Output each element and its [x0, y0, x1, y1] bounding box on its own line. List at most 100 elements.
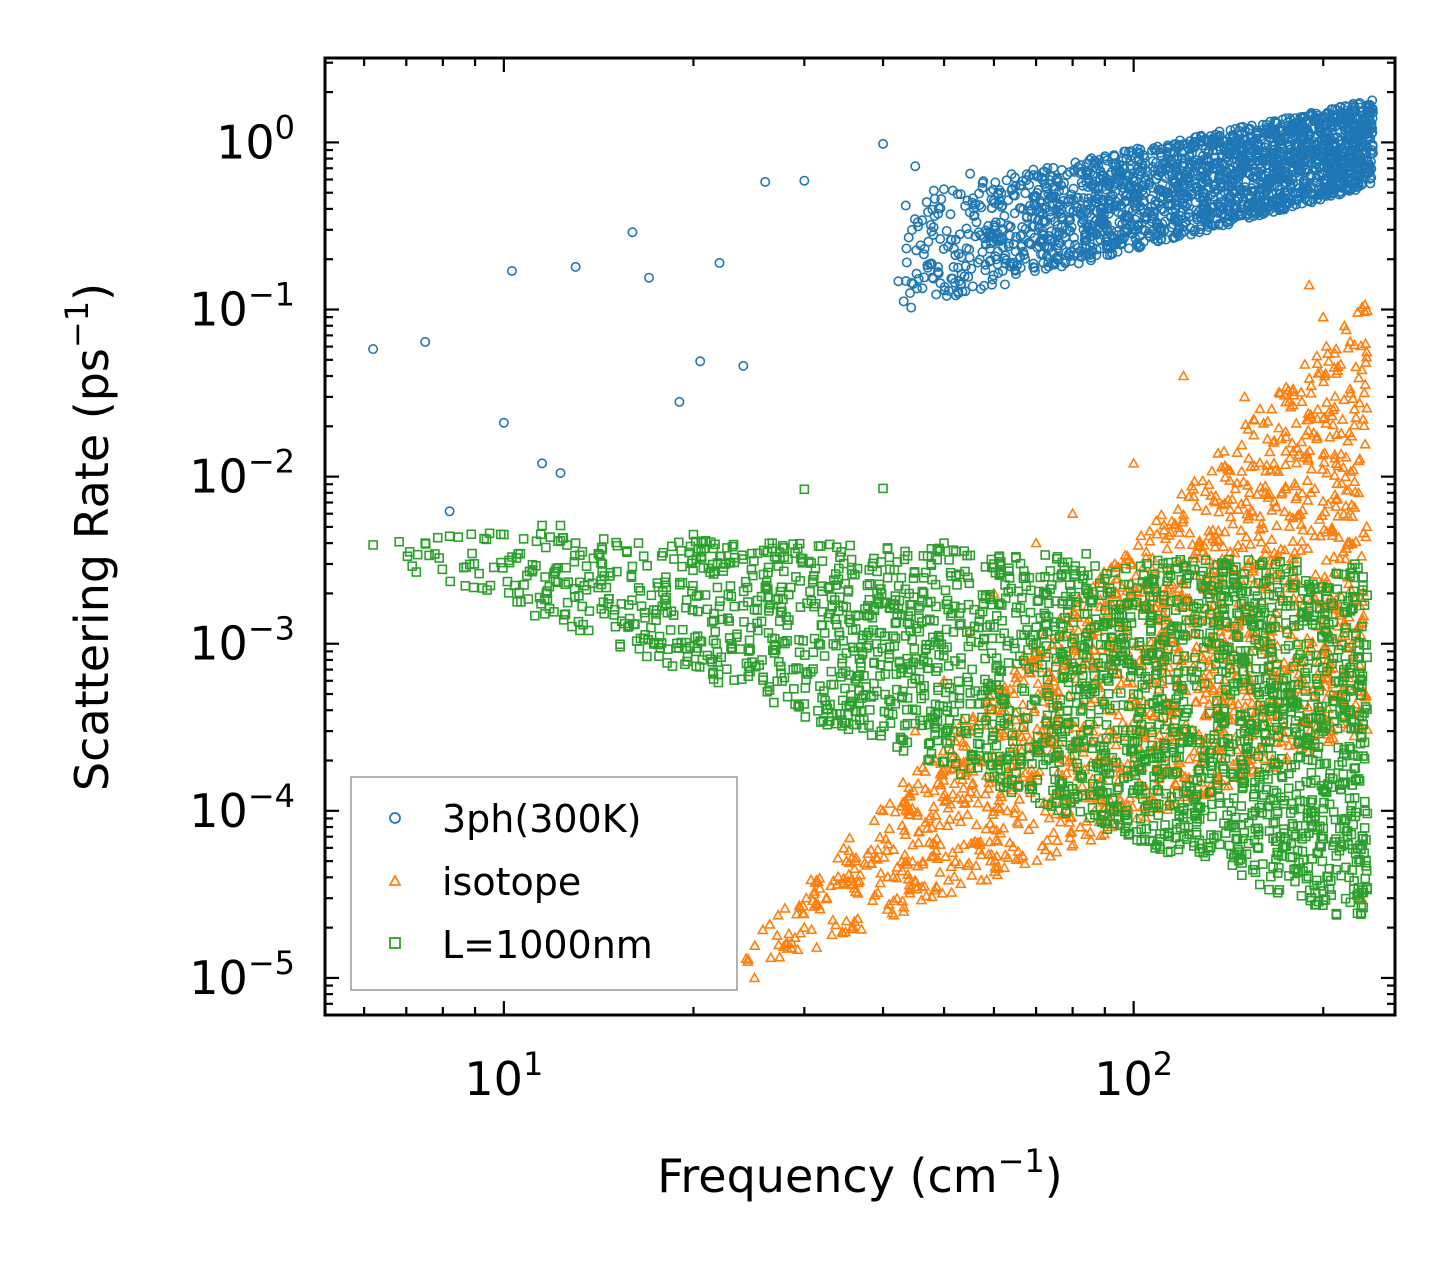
- isotope-point: [742, 953, 755, 964]
- isotope-point: [1188, 745, 1201, 756]
- isotope-point: [1276, 486, 1288, 497]
- isotope-point: [1309, 568, 1322, 579]
- isotope-point: [965, 869, 978, 880]
- isotope-point: [1322, 355, 1335, 366]
- isotope-point: [798, 907, 810, 919]
- isotope-point: [852, 876, 865, 888]
- isotope-point: [1328, 448, 1341, 460]
- isotope-point: [1344, 335, 1357, 347]
- isotope-point: [1172, 503, 1184, 514]
- isotope-point: [1030, 536, 1042, 548]
- isotope-point: [1215, 498, 1228, 510]
- isotope-point: [887, 894, 900, 906]
- isotope-point: [1190, 640, 1203, 652]
- isotope-point: [1188, 646, 1201, 657]
- isotope-point: [1177, 513, 1190, 524]
- isotope-point: [1305, 486, 1317, 497]
- isotope-point: [793, 899, 806, 911]
- isotope-point: [1348, 403, 1361, 414]
- isotope-point: [1275, 543, 1287, 554]
- isotope-point: [1288, 389, 1300, 400]
- isotope-point: [1245, 460, 1257, 472]
- isotope-point: [1348, 475, 1361, 487]
- isotope-point: [814, 882, 826, 893]
- isotope-point: [1243, 627, 1256, 638]
- isotope-point: [1009, 802, 1022, 813]
- isotope-point: [1269, 553, 1282, 564]
- isotope-point: [871, 843, 884, 855]
- isotope-point: [993, 802, 1006, 814]
- isotope-point: [1327, 731, 1340, 743]
- isotope-point: [919, 782, 932, 794]
- isotope-point: [1057, 659, 1069, 671]
- isotope-point: [1219, 471, 1232, 482]
- isotope-point: [871, 886, 884, 898]
- isotope-point: [1283, 520, 1296, 531]
- isotope-point: [1170, 778, 1182, 790]
- isotope-point: [967, 710, 979, 722]
- isotope-point: [1360, 402, 1373, 413]
- isotope-point: [1283, 662, 1295, 674]
- isotope-point: [1301, 494, 1314, 505]
- isotope-point: [1248, 429, 1260, 440]
- isotope-point: [887, 843, 900, 854]
- isotope-point: [1340, 542, 1353, 553]
- isotope-point: [855, 923, 868, 934]
- isotope-point: [1272, 421, 1285, 433]
- isotope-point: [771, 929, 783, 940]
- isotope-point: [1361, 304, 1374, 315]
- isotope-point: [930, 881, 943, 893]
- isotope-point: [1249, 628, 1261, 639]
- isotope-point: [1173, 660, 1186, 671]
- isotope-point: [1348, 501, 1361, 512]
- isotope-point: [1065, 630, 1078, 642]
- isotope-point: [1227, 758, 1240, 769]
- isotope-point: [930, 844, 942, 856]
- isotope-point: [1360, 351, 1373, 362]
- isotope-point: [1287, 535, 1299, 546]
- isotope-point: [785, 942, 798, 953]
- isotope-point: [1214, 682, 1227, 694]
- isotope-point: [1140, 551, 1152, 563]
- isotope-point: [909, 724, 922, 736]
- isotope-point: [1001, 851, 1014, 862]
- isotope-point: [1203, 669, 1216, 680]
- isotope-point: [1225, 694, 1238, 706]
- isotope-point: [1344, 383, 1356, 394]
- isotope-point: [1295, 544, 1307, 555]
- isotope-point: [847, 920, 859, 931]
- isotope-point: [912, 777, 924, 789]
- isotope-point: [1311, 403, 1324, 414]
- isotope-point: [1158, 524, 1170, 535]
- isotope-point: [999, 848, 1012, 860]
- isotope-point: [1312, 667, 1324, 679]
- isotope-point: [1232, 539, 1244, 550]
- isotope-point: [1188, 475, 1201, 486]
- isotope-point: [1218, 525, 1231, 537]
- isotope-point: [881, 903, 894, 914]
- isotope-point: [1292, 448, 1305, 459]
- isotope-point: [1329, 452, 1341, 463]
- isotope-point: [1299, 358, 1311, 369]
- isotope-point: [1271, 736, 1283, 748]
- isotope-point: [1280, 445, 1292, 456]
- isotope-point: [1259, 480, 1272, 491]
- isotope-point: [1318, 447, 1331, 458]
- isotope-point: [1199, 708, 1211, 720]
- isotope-point: [981, 800, 993, 812]
- isotope-point: [897, 776, 909, 787]
- isotope-point: [1246, 697, 1258, 708]
- isotope-point: [1209, 535, 1221, 547]
- isotope-point: [1347, 392, 1359, 403]
- isotope-point: [1308, 482, 1321, 494]
- isotope-point: [1321, 466, 1333, 478]
- isotope-point: [1350, 535, 1362, 547]
- isotope-point: [1175, 488, 1188, 499]
- isotope-point: [1301, 474, 1314, 486]
- data-points-layer: [368, 95, 1378, 983]
- isotope-point: [1278, 544, 1291, 555]
- isotope-point: [748, 971, 761, 983]
- isotope-point: [809, 897, 822, 909]
- isotope-point: [1359, 337, 1372, 349]
- isotope-point: [1314, 529, 1327, 541]
